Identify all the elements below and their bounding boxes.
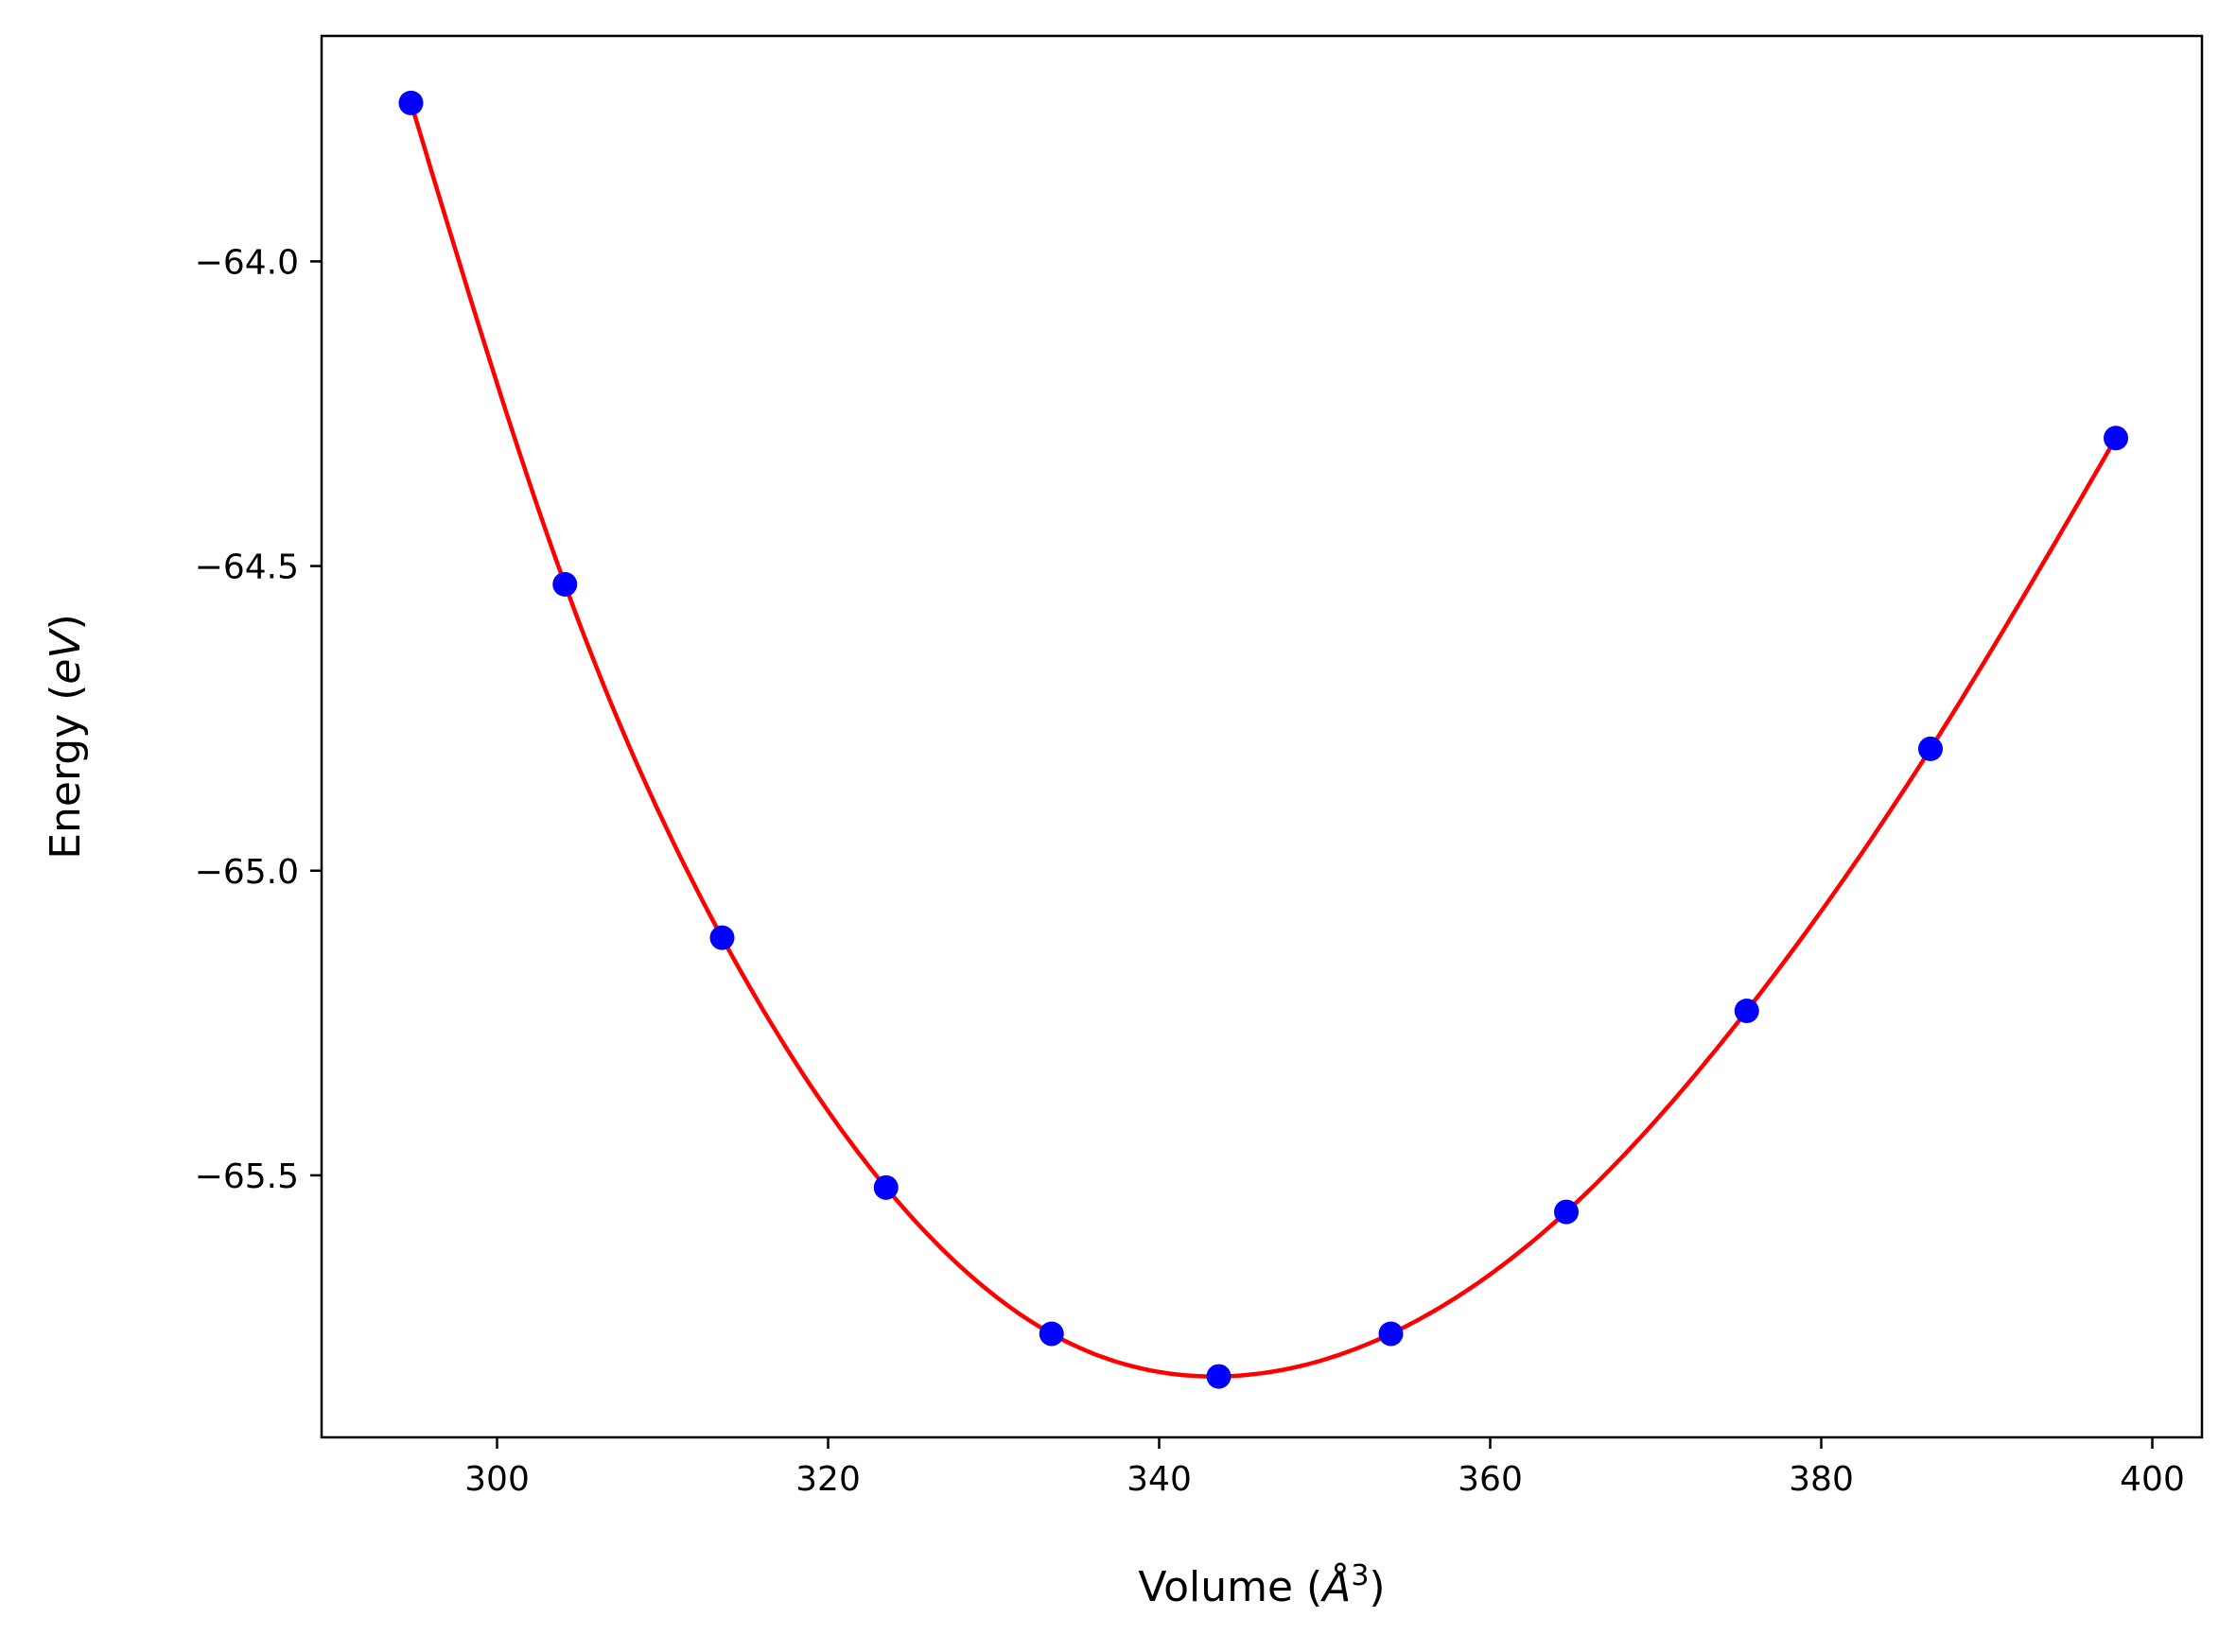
data-point — [1039, 1321, 1064, 1347]
data-point — [1734, 998, 1759, 1023]
y-tick-label: −65.0 — [195, 853, 299, 892]
plot-frame — [320, 34, 2204, 1439]
x-tick-label: 400 — [2120, 1460, 2185, 1499]
y-tick-label: −65.5 — [195, 1157, 299, 1196]
x-tick-label: 380 — [1789, 1460, 1854, 1499]
data-point — [552, 571, 578, 597]
x-tick-label: 340 — [1127, 1460, 1192, 1499]
data-point — [873, 1174, 899, 1200]
data-point — [2104, 426, 2128, 451]
data-point — [1554, 1199, 1579, 1225]
x-axis: 300 320 340 360 380 400 — [464, 1437, 2185, 1499]
x-tick-label: 360 — [1458, 1460, 1523, 1499]
plot-area — [398, 90, 2128, 1389]
y-axis-label: Energy (eV) — [42, 614, 90, 860]
y-tick-label: −64.5 — [195, 548, 299, 587]
x-tick-label: 320 — [795, 1460, 861, 1499]
data-point — [398, 90, 424, 115]
data-point — [709, 925, 735, 950]
x-axis-label: Volume (Å3) — [1138, 1559, 1385, 1612]
data-point — [1378, 1321, 1404, 1347]
data-point — [1918, 736, 1943, 761]
data-point — [1206, 1364, 1232, 1389]
y-axis: −64.0 −64.5 −65.0 −65.5 — [195, 243, 322, 1196]
x-tick-label: 300 — [464, 1460, 530, 1499]
y-tick-label: −64.0 — [195, 243, 299, 282]
